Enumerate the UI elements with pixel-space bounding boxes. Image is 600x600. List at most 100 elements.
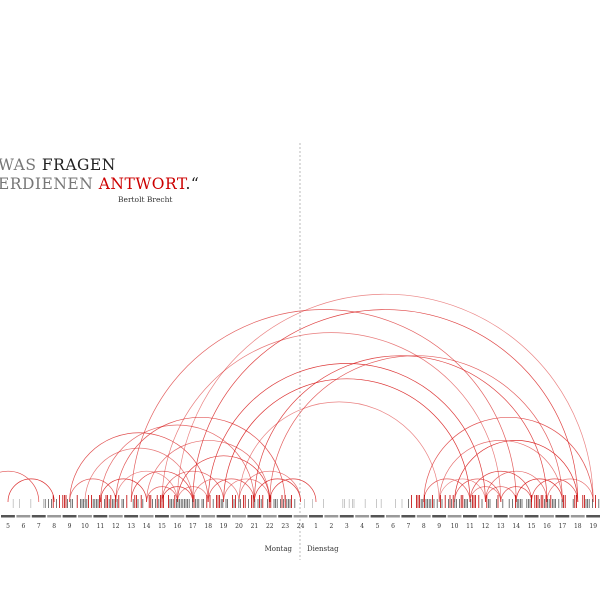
x-tick-label: 23 xyxy=(281,523,289,530)
arc xyxy=(207,478,255,503)
arc xyxy=(454,440,579,503)
axis-segment xyxy=(447,515,462,518)
x-tick-label: 8 xyxy=(52,523,56,530)
arc xyxy=(515,478,563,503)
x-tick-label: 11 xyxy=(97,523,105,530)
x-tick-label: 15 xyxy=(528,523,536,530)
axis-segment xyxy=(478,515,493,518)
arc xyxy=(423,417,594,503)
axis-segment xyxy=(570,515,585,518)
x-tick-label: 10 xyxy=(81,523,89,530)
axis-segment xyxy=(1,515,15,518)
x-tick-label: 19 xyxy=(220,523,228,530)
arc xyxy=(207,363,486,503)
arc xyxy=(146,486,178,503)
x-tick-label: 18 xyxy=(204,523,212,530)
x-tick-label: 21 xyxy=(251,523,259,530)
arc xyxy=(238,470,301,503)
axis-segment xyxy=(555,515,570,518)
x-tick-label: 3 xyxy=(345,523,349,530)
axis-segment xyxy=(247,515,262,518)
x-tick-label: 16 xyxy=(543,523,551,530)
arc xyxy=(546,478,594,503)
x-tick-label: 18 xyxy=(574,523,582,530)
x-tick-label: 24 xyxy=(297,523,305,530)
event-ticks xyxy=(12,495,600,508)
arc xyxy=(500,486,532,503)
arc xyxy=(0,470,40,503)
arc xyxy=(115,470,178,503)
day-label: Dienstag xyxy=(307,545,339,553)
x-tick-label: 6 xyxy=(21,523,25,530)
quote-author: Bertolt Brecht xyxy=(118,195,173,204)
arc xyxy=(161,332,502,503)
x-tick-label: 17 xyxy=(559,523,567,530)
arc xyxy=(469,486,502,503)
arc xyxy=(485,470,548,503)
arc xyxy=(69,432,209,503)
axis-segment xyxy=(293,515,308,518)
axis-segment xyxy=(62,515,77,518)
axis-segment xyxy=(93,515,108,518)
x-tick-label: 5 xyxy=(376,523,380,530)
quote-line-1: WAS FRAGEN xyxy=(0,156,199,175)
x-tick-label: 7 xyxy=(37,523,41,530)
arc xyxy=(254,355,548,503)
arc xyxy=(177,293,594,503)
arc-series xyxy=(0,293,594,503)
arc xyxy=(100,424,255,503)
quote-line2-suffix: .“ xyxy=(185,175,200,193)
arc xyxy=(130,470,194,503)
axis-segment xyxy=(278,515,293,518)
x-tick-label: 19 xyxy=(589,523,597,530)
x-tick-label: 2 xyxy=(329,523,333,530)
x-tick-label: 8 xyxy=(422,523,426,530)
axis-segment xyxy=(432,515,447,518)
arc xyxy=(223,478,271,503)
axis-segment xyxy=(185,515,200,518)
axis-segment xyxy=(386,515,400,518)
day-labels: Montag Dienstag xyxy=(265,545,339,553)
axis-segment xyxy=(586,515,600,518)
x-tick-label: 22 xyxy=(266,523,274,530)
axis-segment xyxy=(416,515,431,518)
axis-segment xyxy=(540,515,554,518)
x-tick-label: 14 xyxy=(143,523,151,530)
arc xyxy=(238,401,440,503)
arc xyxy=(454,478,502,503)
axis-segment xyxy=(309,515,323,518)
x-tick-label: 5 xyxy=(6,523,10,530)
axis-segment xyxy=(463,515,477,518)
arc xyxy=(269,355,563,503)
arc xyxy=(423,478,471,503)
axis-segment xyxy=(355,515,370,518)
x-tick-label: 20 xyxy=(235,523,243,530)
quote-line2-word: ANTWORT xyxy=(98,175,186,193)
axis-segment xyxy=(370,515,385,518)
axis-segment xyxy=(78,515,92,518)
arc xyxy=(146,440,271,503)
arc xyxy=(84,447,194,503)
arc xyxy=(254,478,301,503)
x-tick-label: 7 xyxy=(406,523,410,530)
arc xyxy=(438,478,486,503)
x-tick-label: 14 xyxy=(512,523,520,530)
arc xyxy=(115,417,286,503)
x-tick-label: 16 xyxy=(174,523,182,530)
axis-segment xyxy=(401,515,416,518)
quote-line1-word: FRAGEN xyxy=(41,156,116,174)
x-tick-label: 13 xyxy=(127,523,135,530)
x-tick-label: 12 xyxy=(112,523,120,530)
axis-segment xyxy=(139,515,154,518)
axis-segment xyxy=(216,515,231,518)
axis-segment xyxy=(524,515,539,518)
arc xyxy=(192,478,240,503)
x-tick-label: 9 xyxy=(68,523,72,530)
x-tick-label: 1 xyxy=(314,523,318,530)
arc xyxy=(531,478,579,503)
axis-segment xyxy=(108,515,123,518)
arc xyxy=(7,478,55,503)
axis-segment xyxy=(509,515,524,518)
arc xyxy=(438,440,563,503)
